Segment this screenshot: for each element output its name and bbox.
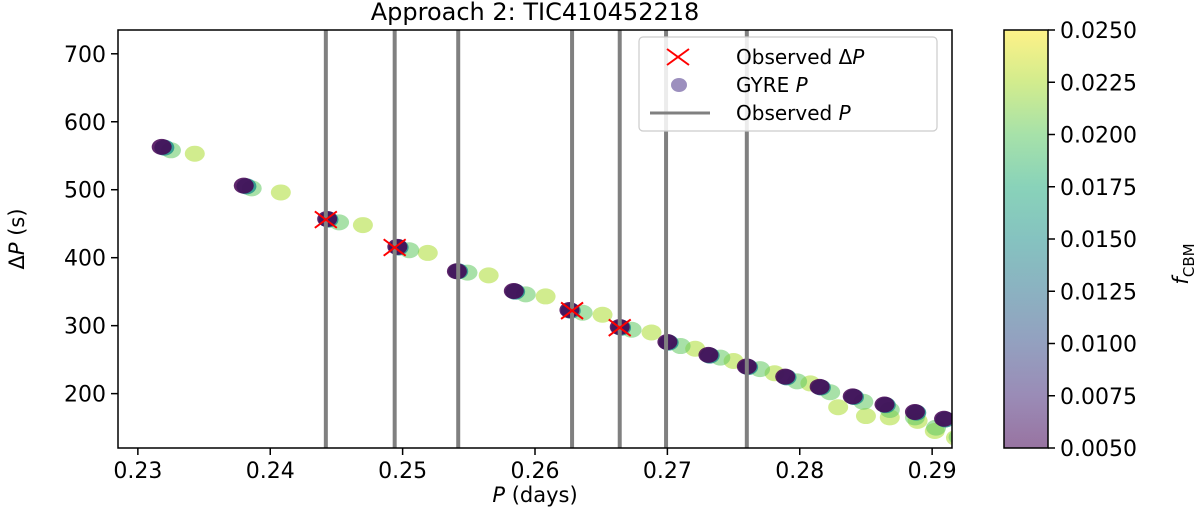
gyre-point-0.0200-17 xyxy=(948,431,952,444)
colorbar-label: fCBM xyxy=(1169,243,1198,284)
legend-label-gyre-p: GYRE P xyxy=(736,73,809,97)
legend-label-observed-p: Observed P xyxy=(736,101,852,125)
observed-delta-p-marker-1 xyxy=(383,238,407,257)
gyre-point-0.0225-5 xyxy=(535,288,556,305)
observed-delta-p-marker-2 xyxy=(560,301,584,320)
colorbar: 0.0050 0.0075 0.0100 0.0125 0.0150 0.0175 0.02… xyxy=(1003,19,1198,462)
colorbar-tick-label-1: 0.0075 xyxy=(1060,385,1137,410)
colorbar-tick-label-2: 0.0100 xyxy=(1060,333,1137,358)
colorbar-tick-label-5: 0.0175 xyxy=(1060,176,1137,201)
y-axis-prefix: Δ xyxy=(5,255,29,270)
colorbar-tick-label-8: 0.0250 xyxy=(1060,19,1137,44)
gyre-point-0.0050-13 xyxy=(842,388,863,405)
x-tick-label-2: 0.25 xyxy=(378,459,427,484)
gyre-point-0.0050-9 xyxy=(698,346,719,363)
gyre-point-0.0225-1 xyxy=(270,184,291,201)
legend-symbol-gyre-p: P xyxy=(796,73,809,97)
gyre-point-0.0225-0 xyxy=(184,145,205,162)
x-tick-label-5: 0.28 xyxy=(775,459,824,484)
gyre-point-0.0225-13 xyxy=(855,408,876,425)
colorbar-tick-label-3: 0.0125 xyxy=(1060,280,1137,305)
gyre-point-0.0050-14 xyxy=(874,396,895,413)
legend-box xyxy=(638,36,938,132)
y-axis-unit: (s) xyxy=(5,208,29,242)
gyre-point-0.0050-17 xyxy=(962,417,982,433)
x-tick-label-0: 0.23 xyxy=(113,459,162,484)
legend-prefix-observed-delta-p: Observed Δ xyxy=(736,45,853,69)
legend-symbol-observed-delta-p: P xyxy=(852,45,865,69)
gyre-point-0.0050-0 xyxy=(151,138,172,155)
y-axis-symbol: P xyxy=(5,242,29,255)
y-axis-label: ΔP (s) xyxy=(5,208,29,269)
gyre-point-0.0050-16 xyxy=(934,410,952,427)
gyre-point-0.0050-15 xyxy=(904,403,925,420)
y-tick-label-5: 700 xyxy=(64,43,106,68)
legend-marker-gyre-p xyxy=(671,78,687,92)
gyre-point-0.0050-11 xyxy=(775,368,796,385)
observed-delta-p-marker-3 xyxy=(608,318,632,337)
legend: Observed ΔP GYRE P Observed P xyxy=(638,36,938,132)
observed-delta-p-marker-0 xyxy=(314,210,338,229)
y-tick-label-1: 300 xyxy=(64,315,106,340)
legend-label-observed-delta-p: Observed ΔP xyxy=(736,45,865,69)
colorbar-tick-label-6: 0.0200 xyxy=(1060,124,1137,149)
gyre-point-0.0050-1 xyxy=(233,177,254,194)
gyre-point-0.0225-12 xyxy=(828,399,849,416)
legend-symbol-observed-p: P xyxy=(839,101,852,125)
colorbar-gradient xyxy=(1004,30,1048,448)
x-axis-unit: (days) xyxy=(505,483,578,507)
x-axis-symbol: P xyxy=(492,483,505,507)
colorbar-label-subscript: CBM xyxy=(1180,243,1198,277)
colorbar-tick-label-4: 0.0150 xyxy=(1060,228,1137,253)
colorbar-label-symbol: f xyxy=(1169,274,1193,285)
y-tick-label-0: 200 xyxy=(64,383,106,408)
legend-prefix-gyre-p: GYRE xyxy=(736,73,796,97)
x-axis-label: P (days) xyxy=(492,483,577,507)
y-tick-label-2: 400 xyxy=(64,247,106,272)
gyre-point-0.0150-17 xyxy=(963,418,983,434)
gyre-point-0.0225-3 xyxy=(417,244,438,261)
x-tick-label-4: 0.27 xyxy=(643,459,692,484)
gyre-point-0.0225-6 xyxy=(592,306,613,323)
gyre-point-0.0050-12 xyxy=(809,378,830,395)
x-tick-label-3: 0.26 xyxy=(511,459,560,484)
gyre-point-0.0050-5 xyxy=(503,282,524,299)
gyre-point-0.0225-7 xyxy=(641,324,662,341)
legend-marker-observed-delta-p xyxy=(666,48,690,66)
x-tick-label-6: 0.29 xyxy=(908,459,957,484)
x-tick-label-1: 0.24 xyxy=(246,459,295,484)
colorbar-tick-label-7: 0.0225 xyxy=(1060,71,1137,96)
gyre-point-0.0225-4 xyxy=(478,267,499,284)
legend-prefix-observed-p: Observed xyxy=(736,101,839,125)
y-tick-label-3: 500 xyxy=(64,179,106,204)
chart-title: Approach 2: TIC410452218 xyxy=(371,0,700,26)
colorbar-tick-label-0: 0.0050 xyxy=(1060,437,1137,462)
gyre-point-0.0225-2 xyxy=(352,217,373,234)
y-tick-label-4: 600 xyxy=(64,111,106,136)
